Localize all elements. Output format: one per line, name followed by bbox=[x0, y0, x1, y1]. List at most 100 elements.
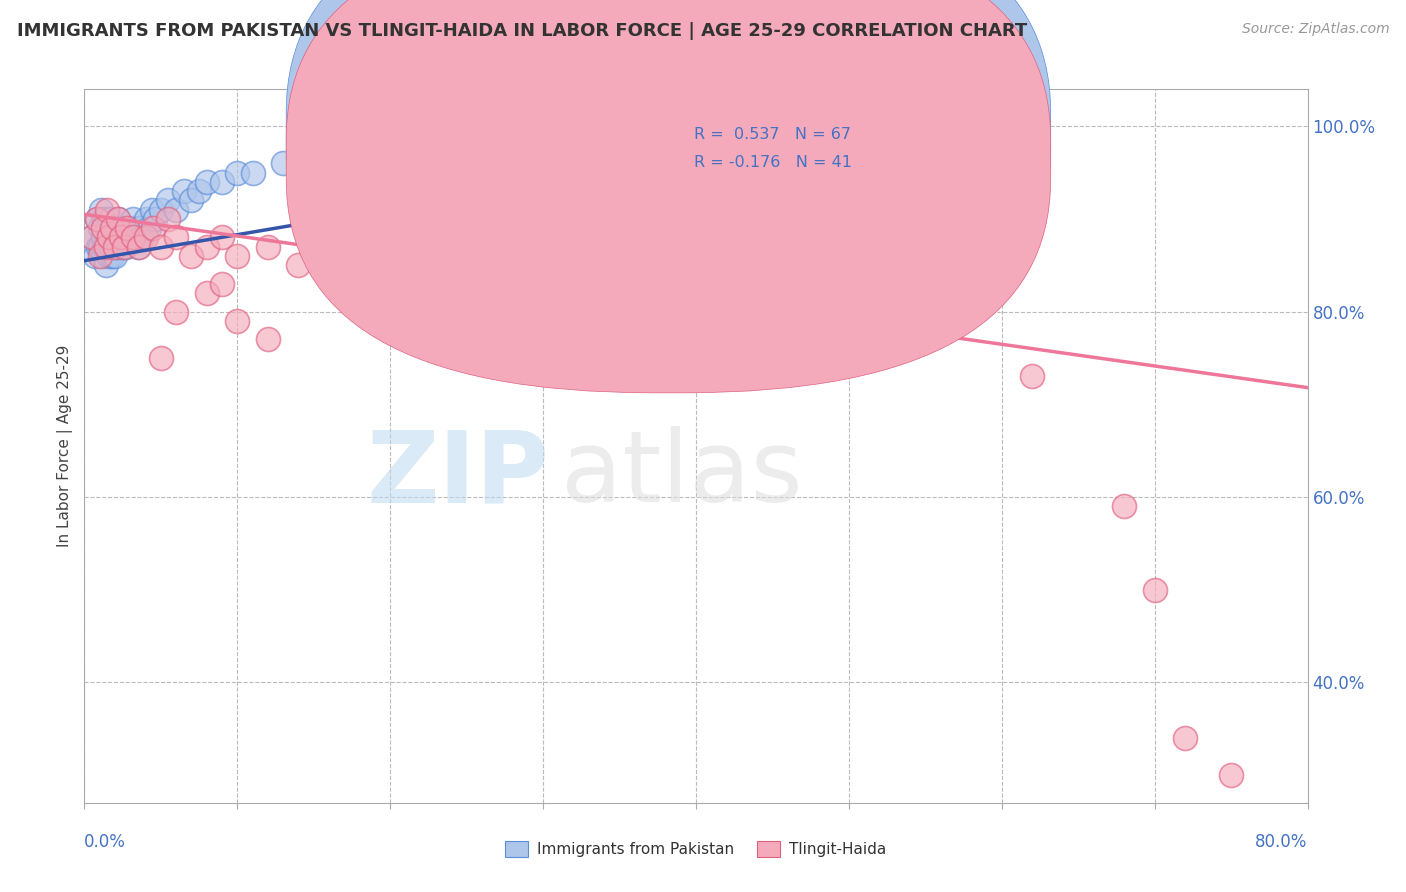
Point bbox=[115, 230, 138, 244]
Legend: Immigrants from Pakistan, Tlingit-Haida: Immigrants from Pakistan, Tlingit-Haida bbox=[499, 835, 893, 863]
Point bbox=[93, 211, 115, 226]
FancyBboxPatch shape bbox=[287, 0, 1050, 392]
Point bbox=[131, 230, 153, 244]
Point bbox=[287, 258, 309, 272]
Point bbox=[101, 249, 124, 263]
Point bbox=[226, 166, 249, 180]
Point bbox=[124, 230, 146, 244]
Point bbox=[97, 230, 120, 244]
Point bbox=[93, 240, 115, 254]
Point bbox=[157, 194, 180, 208]
Point bbox=[1114, 500, 1136, 514]
Text: IMMIGRANTS FROM PAKISTAN VS TLINGIT-HAIDA IN LABOR FORCE | AGE 25-29 CORRELATION: IMMIGRANTS FROM PAKISTAN VS TLINGIT-HAID… bbox=[17, 22, 1028, 40]
FancyBboxPatch shape bbox=[287, 0, 1050, 366]
Point bbox=[84, 249, 107, 263]
Text: 80.0%: 80.0% bbox=[1256, 833, 1308, 851]
Point bbox=[115, 221, 138, 235]
Point bbox=[94, 258, 117, 272]
Point bbox=[105, 221, 128, 235]
Point bbox=[669, 128, 692, 143]
Point bbox=[141, 202, 163, 217]
Point bbox=[333, 147, 356, 161]
Point bbox=[96, 202, 118, 217]
Point bbox=[97, 249, 120, 263]
Point bbox=[107, 211, 129, 226]
Point bbox=[127, 240, 149, 254]
FancyBboxPatch shape bbox=[641, 111, 928, 193]
Point bbox=[195, 240, 218, 254]
Point bbox=[157, 211, 180, 226]
Point bbox=[80, 230, 103, 244]
Point bbox=[257, 240, 280, 254]
Point bbox=[91, 221, 114, 235]
Point bbox=[165, 202, 187, 217]
Point bbox=[107, 211, 129, 226]
Point bbox=[112, 230, 135, 244]
Point bbox=[180, 249, 202, 263]
Point bbox=[1143, 582, 1166, 597]
Point bbox=[516, 137, 538, 152]
Point bbox=[257, 333, 280, 347]
Point bbox=[624, 128, 647, 143]
Point bbox=[456, 137, 478, 152]
Point bbox=[91, 249, 114, 263]
Point bbox=[97, 230, 120, 244]
Point bbox=[211, 230, 233, 244]
Point bbox=[1021, 369, 1043, 384]
Point bbox=[226, 249, 249, 263]
Point bbox=[165, 230, 187, 244]
Point bbox=[87, 240, 110, 254]
Point bbox=[409, 249, 432, 263]
Text: atlas: atlas bbox=[561, 426, 803, 523]
Point bbox=[142, 221, 165, 235]
Point bbox=[188, 184, 211, 198]
Point bbox=[90, 202, 112, 217]
Point bbox=[165, 304, 187, 318]
Point bbox=[114, 240, 136, 254]
Point bbox=[409, 147, 432, 161]
Point bbox=[122, 230, 145, 244]
Point bbox=[121, 221, 143, 235]
Text: ZIP: ZIP bbox=[367, 426, 550, 523]
Point bbox=[135, 211, 157, 226]
Point bbox=[807, 128, 830, 143]
Point bbox=[122, 211, 145, 226]
Point bbox=[91, 230, 114, 244]
Point bbox=[111, 240, 134, 254]
Point bbox=[96, 221, 118, 235]
Text: R =  0.537   N = 67: R = 0.537 N = 67 bbox=[693, 127, 851, 142]
Point bbox=[318, 268, 340, 282]
Point bbox=[138, 221, 160, 235]
Point bbox=[104, 240, 127, 254]
Point bbox=[98, 211, 121, 226]
Point bbox=[89, 221, 111, 235]
Point bbox=[242, 166, 264, 180]
Point bbox=[364, 258, 387, 272]
Point bbox=[149, 351, 172, 365]
Point bbox=[195, 286, 218, 301]
Point bbox=[1220, 768, 1243, 782]
Point bbox=[149, 240, 172, 254]
Point bbox=[115, 221, 138, 235]
Text: 0.0%: 0.0% bbox=[84, 833, 127, 851]
Point bbox=[211, 277, 233, 291]
Point bbox=[838, 286, 860, 301]
Point bbox=[107, 240, 129, 254]
Text: Source: ZipAtlas.com: Source: ZipAtlas.com bbox=[1241, 22, 1389, 37]
Point bbox=[80, 230, 103, 244]
Point bbox=[108, 230, 131, 244]
Point bbox=[120, 230, 142, 244]
Point bbox=[112, 240, 135, 254]
Point bbox=[103, 221, 125, 235]
Point bbox=[211, 175, 233, 189]
Point bbox=[98, 240, 121, 254]
Point bbox=[94, 240, 117, 254]
Point bbox=[173, 184, 195, 198]
Point bbox=[731, 128, 754, 143]
Y-axis label: In Labor Force | Age 25-29: In Labor Force | Age 25-29 bbox=[58, 345, 73, 547]
Point bbox=[96, 240, 118, 254]
Point bbox=[149, 202, 172, 217]
Point bbox=[226, 314, 249, 328]
Point bbox=[89, 240, 111, 254]
Point bbox=[195, 175, 218, 189]
